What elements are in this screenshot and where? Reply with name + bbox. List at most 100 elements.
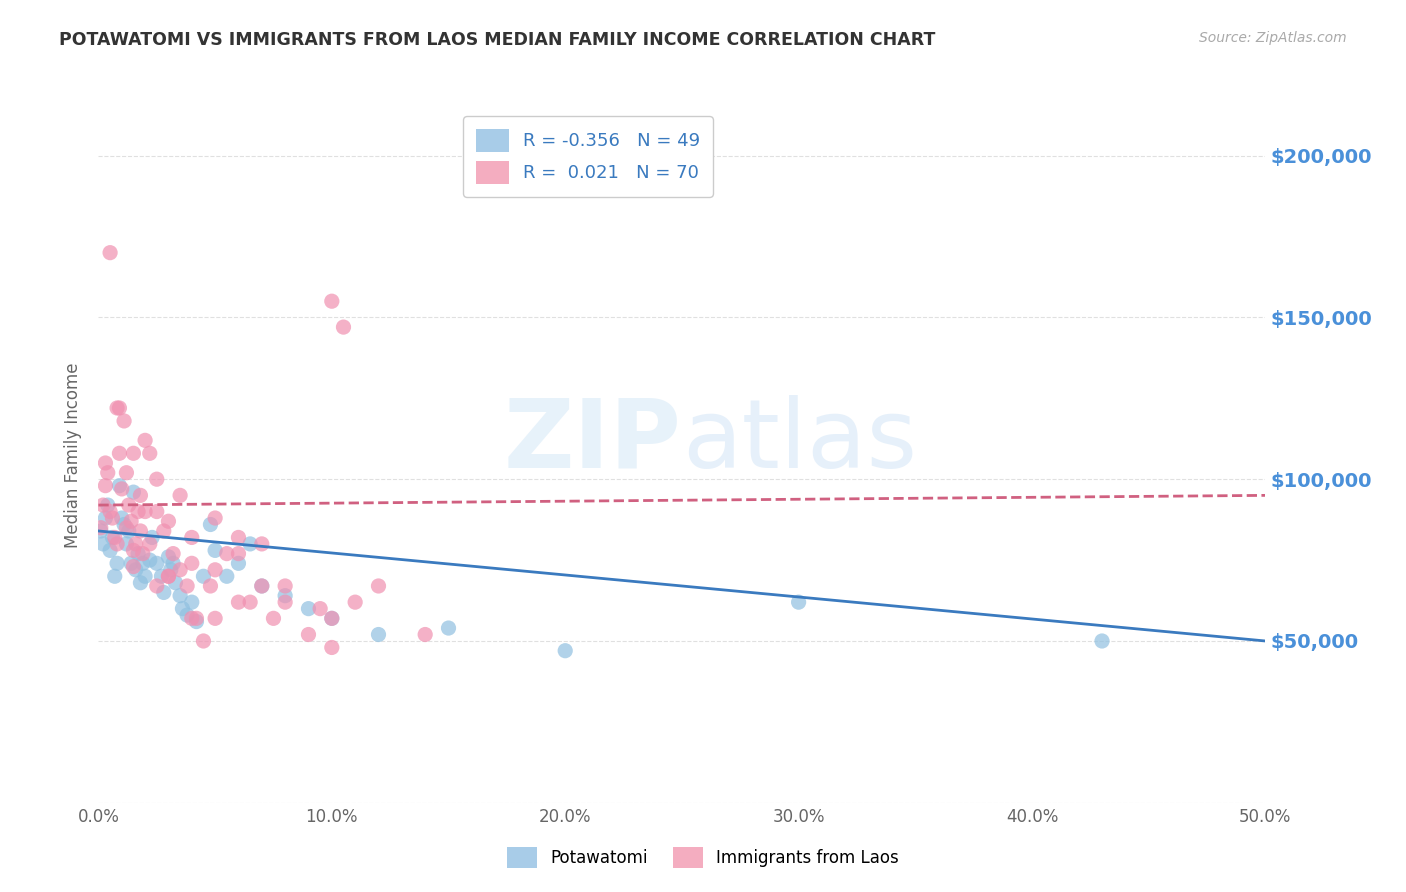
Point bbox=[162, 547, 184, 561]
Point bbox=[120, 514, 142, 528]
Point bbox=[297, 601, 319, 615]
Point bbox=[274, 589, 297, 603]
Point bbox=[115, 466, 138, 480]
Point bbox=[108, 401, 131, 415]
Text: Source: ZipAtlas.com: Source: ZipAtlas.com bbox=[1199, 31, 1347, 45]
Point bbox=[274, 579, 297, 593]
Point bbox=[129, 575, 152, 590]
Point bbox=[94, 511, 117, 525]
Point bbox=[97, 498, 120, 512]
Point bbox=[200, 579, 222, 593]
Point bbox=[228, 595, 250, 609]
Point bbox=[204, 563, 226, 577]
Point bbox=[169, 488, 191, 502]
Point bbox=[111, 511, 134, 525]
Point bbox=[228, 531, 250, 545]
Point bbox=[134, 434, 156, 448]
Point bbox=[152, 524, 174, 538]
Point bbox=[115, 537, 138, 551]
Point bbox=[132, 557, 155, 571]
Point bbox=[176, 608, 198, 623]
Point bbox=[157, 569, 180, 583]
Point bbox=[105, 537, 128, 551]
Point bbox=[262, 611, 284, 625]
Point bbox=[159, 563, 181, 577]
Point bbox=[150, 569, 173, 583]
Point bbox=[193, 569, 215, 583]
Point bbox=[180, 531, 202, 545]
Point bbox=[146, 579, 169, 593]
Point bbox=[146, 472, 169, 486]
Point bbox=[332, 320, 354, 334]
Point bbox=[204, 543, 226, 558]
Point bbox=[186, 611, 208, 625]
Point bbox=[180, 611, 202, 625]
Point bbox=[134, 569, 156, 583]
Point bbox=[134, 504, 156, 518]
Point bbox=[157, 549, 180, 564]
Point bbox=[437, 621, 460, 635]
Point bbox=[157, 569, 180, 583]
Point bbox=[98, 543, 121, 558]
Point bbox=[112, 414, 135, 428]
Point bbox=[90, 521, 112, 535]
Point bbox=[200, 517, 222, 532]
Point bbox=[104, 531, 127, 545]
Point bbox=[344, 595, 367, 609]
Point bbox=[321, 294, 343, 309]
Point bbox=[146, 557, 169, 571]
Point bbox=[176, 579, 198, 593]
Point bbox=[127, 504, 149, 518]
Point bbox=[193, 634, 215, 648]
Point bbox=[250, 537, 273, 551]
Point bbox=[162, 557, 184, 571]
Point bbox=[94, 456, 117, 470]
Point bbox=[321, 640, 343, 655]
Point bbox=[321, 611, 343, 625]
Point bbox=[141, 531, 163, 545]
Point bbox=[105, 557, 128, 571]
Point bbox=[122, 485, 145, 500]
Point bbox=[554, 643, 576, 657]
Point bbox=[152, 585, 174, 599]
Point bbox=[169, 589, 191, 603]
Point bbox=[98, 504, 121, 518]
Point bbox=[127, 547, 149, 561]
Point bbox=[125, 537, 148, 551]
Point bbox=[91, 498, 114, 512]
Point bbox=[215, 569, 238, 583]
Point bbox=[101, 511, 124, 525]
Point bbox=[115, 521, 138, 535]
Text: POTAWATOMI VS IMMIGRANTS FROM LAOS MEDIAN FAMILY INCOME CORRELATION CHART: POTAWATOMI VS IMMIGRANTS FROM LAOS MEDIA… bbox=[59, 31, 935, 49]
Point bbox=[101, 531, 124, 545]
Legend: Potawatomi, Immigrants from Laos: Potawatomi, Immigrants from Laos bbox=[501, 840, 905, 875]
Point bbox=[139, 446, 162, 460]
Legend: R = -0.356   N = 49, R =  0.021   N = 70: R = -0.356 N = 49, R = 0.021 N = 70 bbox=[464, 116, 713, 197]
Text: atlas: atlas bbox=[682, 394, 917, 488]
Point bbox=[118, 524, 141, 538]
Point bbox=[98, 245, 121, 260]
Point bbox=[204, 511, 226, 525]
Point bbox=[94, 478, 117, 492]
Point bbox=[239, 537, 262, 551]
Point bbox=[108, 478, 131, 492]
Point bbox=[125, 563, 148, 577]
Point bbox=[413, 627, 436, 641]
Point bbox=[129, 488, 152, 502]
Point bbox=[228, 547, 250, 561]
Point bbox=[122, 543, 145, 558]
Point bbox=[120, 557, 142, 571]
Point bbox=[146, 504, 169, 518]
Point bbox=[204, 611, 226, 625]
Point bbox=[97, 466, 120, 480]
Point bbox=[165, 575, 187, 590]
Point bbox=[367, 627, 389, 641]
Point bbox=[297, 627, 319, 641]
Point bbox=[129, 524, 152, 538]
Point bbox=[132, 547, 155, 561]
Point bbox=[172, 601, 194, 615]
Point bbox=[139, 553, 162, 567]
Point bbox=[239, 595, 262, 609]
Point bbox=[169, 563, 191, 577]
Point bbox=[1091, 634, 1114, 648]
